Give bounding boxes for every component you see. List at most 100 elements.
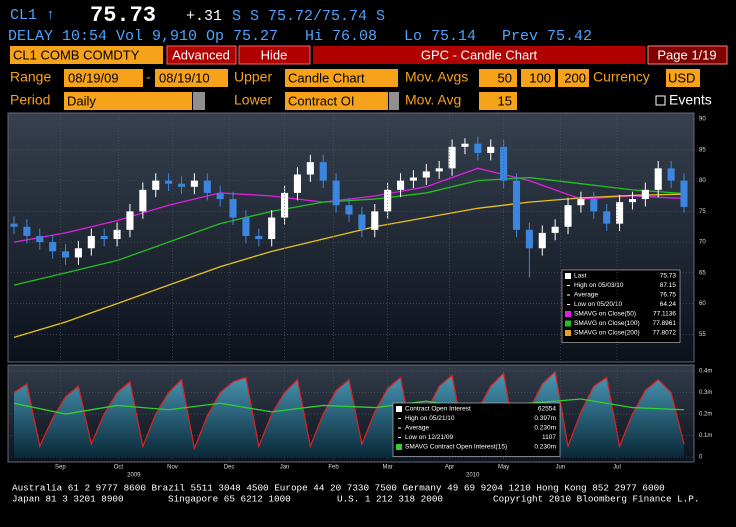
dropdown[interactable] — [193, 92, 205, 110]
footer-us: U.S. 1 212 318 2000 — [337, 493, 443, 504]
movavg: 15 — [498, 93, 512, 108]
change: +.31 — [186, 8, 222, 25]
candle-body — [332, 180, 340, 206]
candle-body — [590, 199, 598, 212]
legend-swatch — [565, 330, 571, 336]
legend-value: 62554 — [538, 406, 556, 413]
currency: USD — [668, 70, 695, 85]
day-low: Lo 75.14 — [404, 28, 476, 45]
x-tick-label: Jan — [280, 465, 290, 471]
moving-average-line — [13, 398, 685, 415]
upper-box[interactable] — [285, 69, 398, 87]
candle-body — [680, 180, 688, 207]
candle-body — [61, 251, 70, 258]
movavg-label: Mov. Avg — [405, 92, 461, 108]
legend-value: 0.230m — [534, 444, 556, 451]
y-tick-label: 60 — [699, 301, 706, 307]
advanced-button[interactable] — [166, 45, 237, 65]
lower-label: Lower — [234, 92, 272, 108]
prev-close: Prev 75.42 — [502, 28, 592, 45]
candle-body — [448, 146, 456, 169]
footer-singapore: Singapore 65 6212 1000 — [168, 493, 291, 504]
candle-body — [474, 143, 482, 153]
lower-box[interactable] — [285, 92, 388, 110]
day-high: Hi 76.08 — [305, 28, 377, 45]
year-label: 2009 — [127, 473, 141, 479]
candle-body — [268, 217, 276, 240]
upper-value: Candle Chart — [288, 70, 365, 85]
dropdown[interactable] — [389, 92, 399, 110]
hide-button[interactable] — [238, 45, 311, 65]
legend-label: Low on 12/21/09 — [405, 434, 453, 441]
oi-area — [14, 371, 684, 458]
currency-box[interactable] — [666, 69, 700, 87]
x-tick-label: Sep — [55, 465, 66, 471]
candle-body — [319, 162, 327, 181]
candle-body — [36, 235, 44, 243]
candle-body — [358, 214, 366, 230]
period-label: Period — [10, 92, 50, 108]
y-tick-label: 55 — [699, 332, 706, 338]
x-tick-label: Jun — [555, 465, 565, 471]
candle-body — [216, 192, 224, 200]
function-bar — [313, 46, 645, 64]
legend-label: SMAVG on Close(50) — [574, 311, 636, 318]
footer-japan: Japan 81 3 3201 8900 — [12, 493, 124, 504]
candle-body — [641, 189, 649, 200]
page-label: Page 1/19 — [657, 47, 716, 62]
x-tick-label: Jul — [613, 465, 621, 471]
legend-label: Average — [405, 425, 429, 432]
ma-value: 50 — [498, 70, 512, 85]
y-tick-label: 0.3m — [699, 390, 712, 396]
range-end-box[interactable] — [155, 69, 228, 87]
legend-value: 77.1136 — [653, 311, 676, 318]
candle-body — [435, 168, 443, 172]
ma-box[interactable] — [521, 69, 555, 87]
legend-box — [392, 402, 561, 457]
ma-box[interactable] — [558, 69, 589, 87]
candle-body — [538, 232, 546, 249]
y-tick-label: 0.2m — [699, 412, 712, 418]
period-box[interactable] — [64, 92, 192, 110]
legend-value: 75.73 — [660, 273, 677, 280]
legend-label: Low on 05/20/10 — [574, 301, 622, 308]
y-tick-label: 0.1m — [699, 433, 712, 439]
y-tick-label: 65 — [699, 270, 706, 276]
ma-box[interactable] — [479, 69, 517, 87]
candle-body — [100, 235, 108, 240]
range-sep: - — [146, 69, 151, 85]
candle-body — [577, 199, 585, 206]
candle-body — [487, 146, 495, 153]
lower-value: Contract OI — [288, 93, 354, 108]
events-label: Events — [669, 92, 712, 108]
security-box[interactable] — [10, 46, 163, 64]
candle-body — [603, 211, 611, 224]
legend-label: Contract Open Interest — [405, 406, 471, 413]
candle-body — [512, 180, 521, 230]
candle-body — [396, 180, 405, 190]
legend-swatch — [396, 406, 402, 412]
candle-body — [616, 202, 624, 224]
security: CL1 COMB COMDTY — [13, 47, 140, 62]
candle-body — [23, 226, 31, 236]
legend-value: 77.8961 — [653, 320, 677, 327]
candle-body — [203, 180, 211, 193]
candle-body — [165, 180, 173, 184]
candle-body — [551, 226, 559, 233]
candle-body — [306, 162, 314, 175]
candle-body — [628, 199, 637, 203]
ticker: CL1 ↑ — [10, 7, 55, 24]
candle-body — [242, 217, 250, 236]
movavg-box[interactable] — [479, 92, 517, 110]
events-checkbox[interactable] — [655, 95, 666, 106]
range-start-box[interactable] — [64, 69, 143, 87]
x-tick-label: Oct — [114, 465, 124, 471]
y-tick-label: 70 — [699, 240, 706, 246]
legend-value: 64.24 — [660, 301, 677, 308]
page-box[interactable] — [647, 45, 728, 65]
last-price: 75.73 — [90, 3, 156, 28]
candle-body — [654, 168, 662, 190]
ma-value: 200 — [564, 70, 586, 85]
y-tick-label: 80 — [699, 178, 706, 184]
